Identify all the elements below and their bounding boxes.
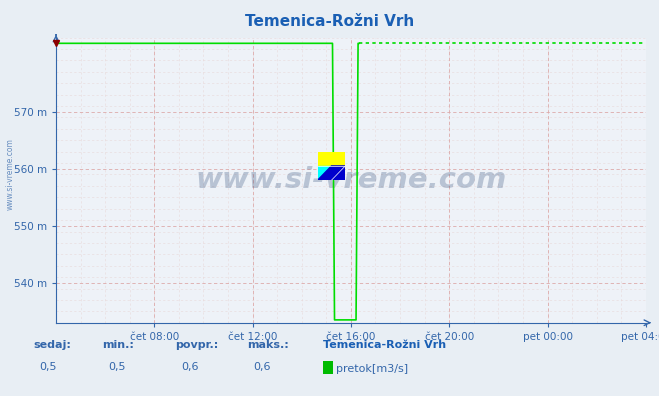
Text: Temenica-Rožni Vrh: Temenica-Rožni Vrh bbox=[245, 14, 414, 29]
Text: Temenica-Rožni Vrh: Temenica-Rožni Vrh bbox=[323, 341, 446, 350]
Text: www.si-vreme.com: www.si-vreme.com bbox=[195, 166, 507, 194]
Text: 0,6: 0,6 bbox=[254, 362, 272, 372]
Text: povpr.:: povpr.: bbox=[175, 341, 218, 350]
Polygon shape bbox=[318, 152, 345, 166]
Text: maks.:: maks.: bbox=[247, 341, 289, 350]
Text: 0,5: 0,5 bbox=[109, 362, 127, 372]
Text: www.si-vreme.com: www.si-vreme.com bbox=[5, 138, 14, 210]
Text: pretok[m3/s]: pretok[m3/s] bbox=[336, 364, 408, 374]
Polygon shape bbox=[318, 166, 345, 180]
Text: 0,5: 0,5 bbox=[40, 362, 57, 372]
Text: sedaj:: sedaj: bbox=[33, 341, 71, 350]
Text: 0,6: 0,6 bbox=[181, 362, 199, 372]
Polygon shape bbox=[318, 166, 331, 180]
Text: min.:: min.: bbox=[102, 341, 134, 350]
